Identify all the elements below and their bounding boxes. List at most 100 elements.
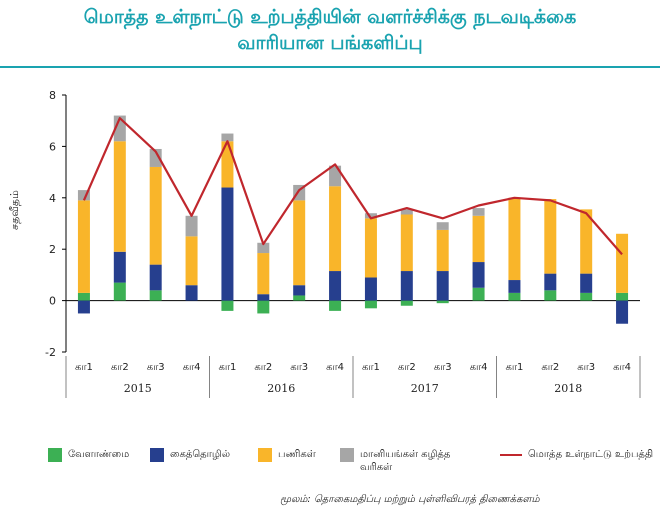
bar-agriculture xyxy=(113,282,126,301)
bar-industry xyxy=(472,262,485,288)
bar-industry xyxy=(508,280,521,293)
legend-label-taxes: மானியங்கள் கழித்த வரிகள் xyxy=(360,449,451,473)
legend-swatch-industry xyxy=(150,448,164,462)
bar-services xyxy=(329,186,342,272)
year-label: 2015 xyxy=(124,382,152,395)
bar-services xyxy=(257,253,270,295)
bar-services xyxy=(472,215,485,263)
legend-label-industry: கைத்தொழில் xyxy=(170,449,231,460)
legend-line-gdp xyxy=(500,454,522,456)
bar-taxes xyxy=(221,133,234,142)
bar-industry xyxy=(221,187,234,301)
bar-agriculture xyxy=(364,300,377,309)
bar-services xyxy=(400,214,413,272)
bar-agriculture xyxy=(544,290,557,301)
bar-services xyxy=(149,166,162,265)
legend-label-gdp: மொத்த உள்நாட்டு உற்பத்தி xyxy=(528,449,654,460)
legend-item-gdp: மொத்த உள்நாட்டு உற்பத்தி xyxy=(500,448,658,461)
bar-agriculture xyxy=(508,292,521,301)
bar-services xyxy=(580,209,593,274)
legend-swatch-services xyxy=(258,448,272,462)
chart-title-line-1: மொத்த உள்நாட்டு உற்பத்தியின் வளர்ச்சிக்க… xyxy=(83,6,577,28)
legend-item-services: பணிகள் xyxy=(258,448,316,462)
legend-item-agriculture: வேளாண்மை xyxy=(48,448,129,462)
x-tick-label: கா3 xyxy=(147,362,165,373)
y-axis-label: சதவீதம் xyxy=(8,190,21,230)
x-tick-label: கா1 xyxy=(75,362,93,373)
bar-industry xyxy=(113,251,126,283)
legend-label-agriculture: வேளாண்மை xyxy=(68,449,130,460)
bar-services xyxy=(113,141,126,252)
bar-taxes xyxy=(472,208,485,216)
bar-industry xyxy=(329,271,342,301)
y-tick-label: 2 xyxy=(49,243,56,256)
legend-swatch-agriculture xyxy=(48,448,62,462)
bar-agriculture xyxy=(77,292,90,301)
bar-taxes xyxy=(364,213,377,219)
bar-agriculture xyxy=(149,290,162,301)
y-tick-label: 8 xyxy=(49,89,56,102)
x-tick-label: கா4 xyxy=(470,362,488,373)
legend-label-services: பணிகள் xyxy=(278,449,316,460)
legend-item-taxes: மானியங்கள் கழித்த வரிகள் xyxy=(340,448,480,474)
x-tick-label: கா2 xyxy=(541,362,559,373)
bar-agriculture xyxy=(293,295,306,301)
title-divider xyxy=(0,66,660,68)
chart-title: மொத்த உள்நாட்டு உற்பத்தியின் வளர்ச்சிக்க… xyxy=(0,4,660,56)
bar-industry xyxy=(149,264,162,291)
bar-taxes xyxy=(77,190,90,201)
bar-agriculture xyxy=(329,300,342,311)
bar-taxes xyxy=(257,242,270,254)
year-label: 2018 xyxy=(554,382,582,395)
bar-services xyxy=(77,200,90,293)
bar-industry xyxy=(400,271,413,301)
legend-swatch-taxes xyxy=(340,448,354,462)
bar-services xyxy=(293,200,306,286)
bar-industry xyxy=(293,285,306,296)
bar-industry xyxy=(616,300,629,324)
source-note: மூலம்: தொகைமதிப்பு மற்றும் புள்ளிவிபரத் … xyxy=(280,494,540,505)
x-tick-label: கா4 xyxy=(613,362,631,373)
bar-industry xyxy=(77,300,90,314)
bar-services xyxy=(436,229,449,272)
bar-taxes xyxy=(400,209,413,215)
y-tick-label: -2 xyxy=(45,346,56,359)
bar-agriculture xyxy=(221,300,234,311)
bar-agriculture xyxy=(436,300,449,304)
y-tick-label: 4 xyxy=(49,192,56,205)
year-label: 2017 xyxy=(411,382,439,395)
x-tick-label: கா2 xyxy=(398,362,416,373)
bar-services xyxy=(544,199,557,274)
bar-agriculture xyxy=(616,292,629,301)
bar-industry xyxy=(436,271,449,301)
bar-services xyxy=(185,236,198,286)
stacked-bar-chart: -2 0 2 4 6 8 கா1 கா2 கா3 கா4 கா1 கா2 கா3 கா4 கா1 கா2 கா3… xyxy=(45,89,641,398)
x-tick-label: கா4 xyxy=(326,362,344,373)
x-tick-label: கா2 xyxy=(254,362,272,373)
chart-title-line-2: வாரியான பங்களிப்பு xyxy=(237,32,423,54)
bar-taxes xyxy=(185,215,198,237)
x-tick-label: கா3 xyxy=(434,362,452,373)
bar-industry xyxy=(257,294,270,301)
bar-industry xyxy=(544,273,557,291)
bar-services xyxy=(508,197,521,281)
bar-industry xyxy=(580,273,593,293)
gdp-line xyxy=(82,117,623,256)
bar-taxes xyxy=(436,222,449,230)
bar-taxes xyxy=(149,148,162,167)
bar-industry xyxy=(185,285,198,301)
x-tick-label: கா1 xyxy=(362,362,380,373)
y-tick-label: 6 xyxy=(49,140,56,153)
bar-agriculture xyxy=(400,300,413,306)
bar-agriculture xyxy=(472,287,485,301)
bar-agriculture xyxy=(580,292,593,301)
x-tick-label: கா4 xyxy=(183,362,201,373)
x-tick-label: கா3 xyxy=(577,362,595,373)
bar-services xyxy=(616,233,629,293)
bar-services xyxy=(364,218,377,278)
year-label: 2016 xyxy=(267,382,295,395)
x-tick-label: கா2 xyxy=(111,362,129,373)
x-tick-label: கா1 xyxy=(505,362,523,373)
bar-industry xyxy=(364,277,377,301)
y-tick-label: 0 xyxy=(49,295,56,308)
